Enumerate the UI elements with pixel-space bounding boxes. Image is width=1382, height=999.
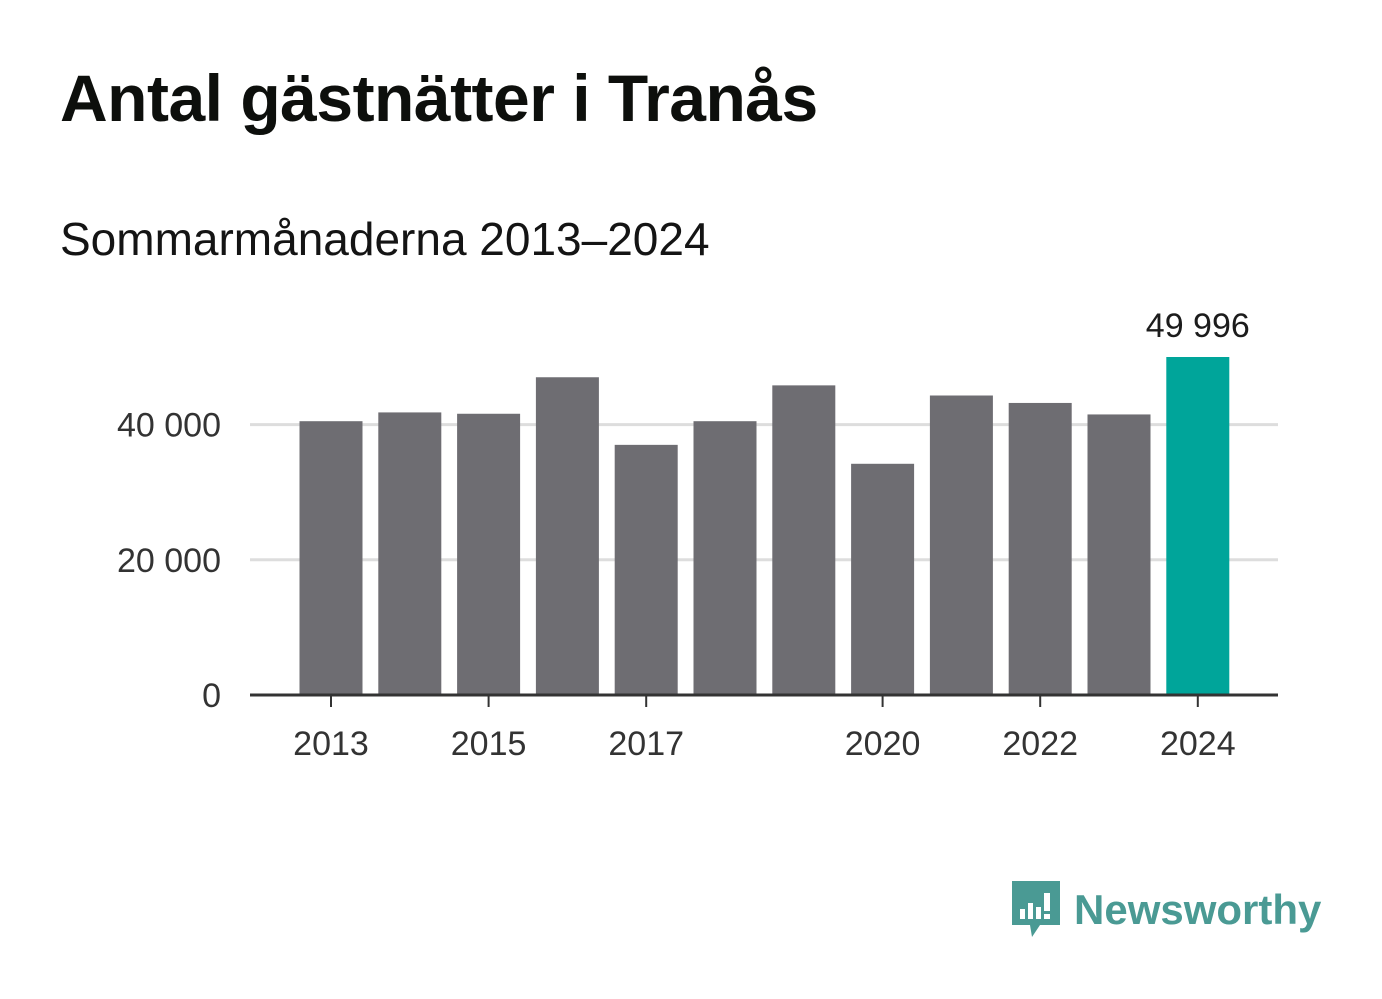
x-tick-label: 2024 <box>1160 725 1236 763</box>
chart-title: Antal gästnätter i Tranås <box>60 61 818 135</box>
y-tick-label: 20 000 <box>117 542 221 580</box>
brand-name: Newsworthy <box>1074 886 1322 933</box>
x-tick-label: 2022 <box>1002 725 1078 763</box>
newsworthy-chart-icon <box>1012 881 1060 937</box>
bar <box>772 385 836 695</box>
bar <box>299 421 363 695</box>
bar <box>457 413 521 695</box>
data-label: 49 996 <box>1146 307 1250 345</box>
bar <box>1008 402 1072 695</box>
bar <box>851 463 915 695</box>
x-tick-label: 2017 <box>608 725 684 763</box>
bar <box>614 444 678 695</box>
x-tick-label: 2015 <box>451 725 527 763</box>
bar-highlight <box>1166 357 1230 695</box>
bar <box>929 395 993 695</box>
bar <box>1087 414 1151 695</box>
x-tick-label: 2013 <box>293 725 369 763</box>
brand-logo: Newsworthy <box>1010 878 1321 942</box>
bar <box>693 421 757 695</box>
bar <box>378 412 442 695</box>
bar <box>535 377 599 695</box>
y-tick-label: 0 <box>202 677 221 715</box>
chart-subtitle: Sommarmånaderna 2013–2024 <box>60 213 710 265</box>
y-tick-label: 40 000 <box>117 407 221 445</box>
x-tick-label: 2020 <box>845 725 921 763</box>
